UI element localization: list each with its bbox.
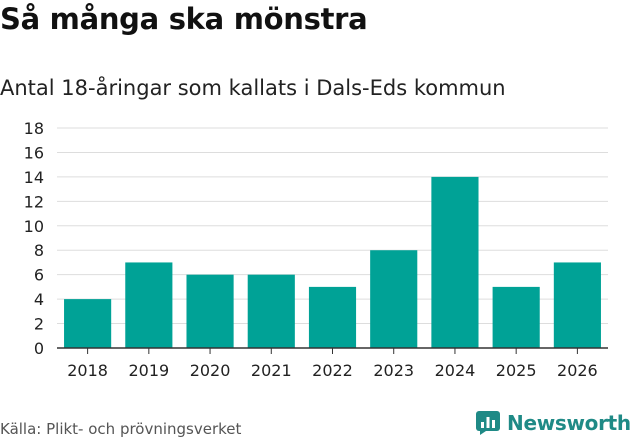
- brand-logo: Newsworthy: [476, 409, 631, 437]
- bar-chart: 0 2 4 6 8 10 12 14 16 18 2018 2019 2020 2021 2022 2023 2…: [24, 119, 608, 380]
- bar-2021: [247, 274, 295, 348]
- bar-2022: [308, 286, 357, 348]
- y-tick-label: 18: [24, 119, 44, 138]
- bar-2024: [431, 176, 479, 348]
- y-tick-label: 2: [34, 315, 44, 334]
- bar-2018: [64, 299, 112, 348]
- bar-2020: [186, 274, 234, 348]
- y-tick-label: 16: [24, 143, 44, 162]
- x-tick-label: 2021: [251, 361, 292, 380]
- bar-2026: [553, 262, 601, 348]
- brand-name: Newsworthy: [507, 411, 631, 435]
- bar-2019: [125, 262, 173, 348]
- y-tick-label: 6: [34, 266, 44, 285]
- chart-subtitle: Antal 18-åringar som kallats i Dals-Eds …: [0, 76, 506, 100]
- source-note: Källa: Plikt- och prövningsverket: [0, 420, 242, 438]
- y-tick-label: 0: [34, 339, 44, 358]
- newsworthy-logo-icon: [476, 411, 500, 435]
- y-tick-label: 10: [24, 217, 44, 236]
- x-tick-label: 2023: [373, 361, 414, 380]
- x-tick-label: 2026: [557, 361, 598, 380]
- y-tick-label: 12: [24, 192, 44, 211]
- y-tick-label: 14: [24, 168, 44, 187]
- x-tick-label: 2025: [496, 361, 537, 380]
- y-tick-label: 8: [34, 241, 44, 260]
- x-tick-label: 2020: [190, 361, 231, 380]
- x-tick-label: 2024: [435, 361, 476, 380]
- bar-2023: [370, 250, 418, 348]
- x-tick-label: 2022: [312, 361, 353, 380]
- y-tick-label: 4: [34, 290, 44, 309]
- x-tick-label: 2018: [67, 361, 108, 380]
- x-tick-label: 2019: [128, 361, 169, 380]
- bar-2025: [492, 286, 540, 348]
- chart-title: Så många ska mönstra: [0, 2, 368, 36]
